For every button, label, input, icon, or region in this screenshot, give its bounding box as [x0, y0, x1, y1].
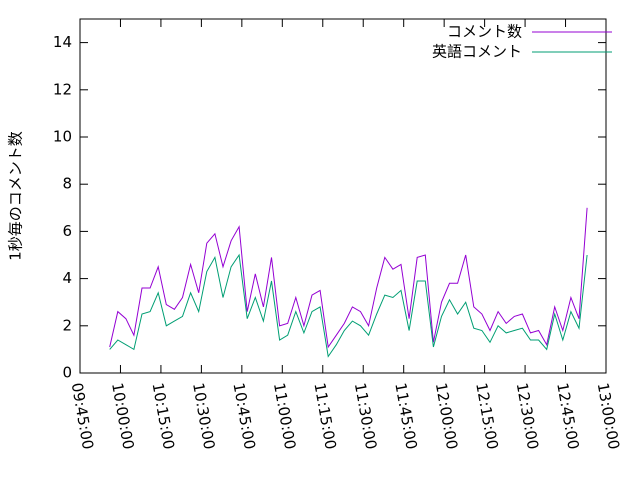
y-tick-label: 6	[62, 222, 72, 240]
y-tick-label: 2	[62, 316, 72, 334]
x-tick-label: 11:30:00	[351, 381, 380, 450]
x-tick-label: 13:00:00	[594, 381, 623, 450]
x-tick-label: 12:30:00	[513, 381, 542, 450]
y-tick-label: 8	[62, 175, 72, 193]
y-tick-label: 4	[62, 269, 72, 287]
x-tick-label: 10:15:00	[149, 381, 178, 450]
x-tick-label: 09:45:00	[68, 381, 97, 450]
x-tick-label: 10:30:00	[189, 381, 218, 450]
x-tick-label: 11:15:00	[310, 381, 339, 450]
series-line	[109, 253, 588, 358]
y-tick-label: 10	[53, 128, 72, 146]
y-axis-label: 1秒毎のコメント数	[7, 131, 25, 261]
y-tick-label: 0	[62, 364, 72, 382]
y-tick-label: 14	[53, 33, 72, 51]
legend-label: 英語コメント	[432, 43, 522, 61]
x-tick-label: 11:00:00	[270, 381, 299, 450]
x-tick-label: 10:45:00	[229, 381, 258, 450]
series-line	[109, 207, 588, 349]
y-tick-label: 12	[53, 80, 72, 98]
x-tick-label: 12:00:00	[432, 381, 461, 450]
x-tick-label: 12:15:00	[472, 381, 501, 450]
plot-frame	[79, 18, 607, 374]
legend-label: コメント数	[447, 23, 522, 41]
x-tick-label: 10:00:00	[108, 381, 137, 450]
x-tick-label: 12:45:00	[553, 381, 582, 450]
x-tick-label: 11:45:00	[391, 381, 420, 450]
